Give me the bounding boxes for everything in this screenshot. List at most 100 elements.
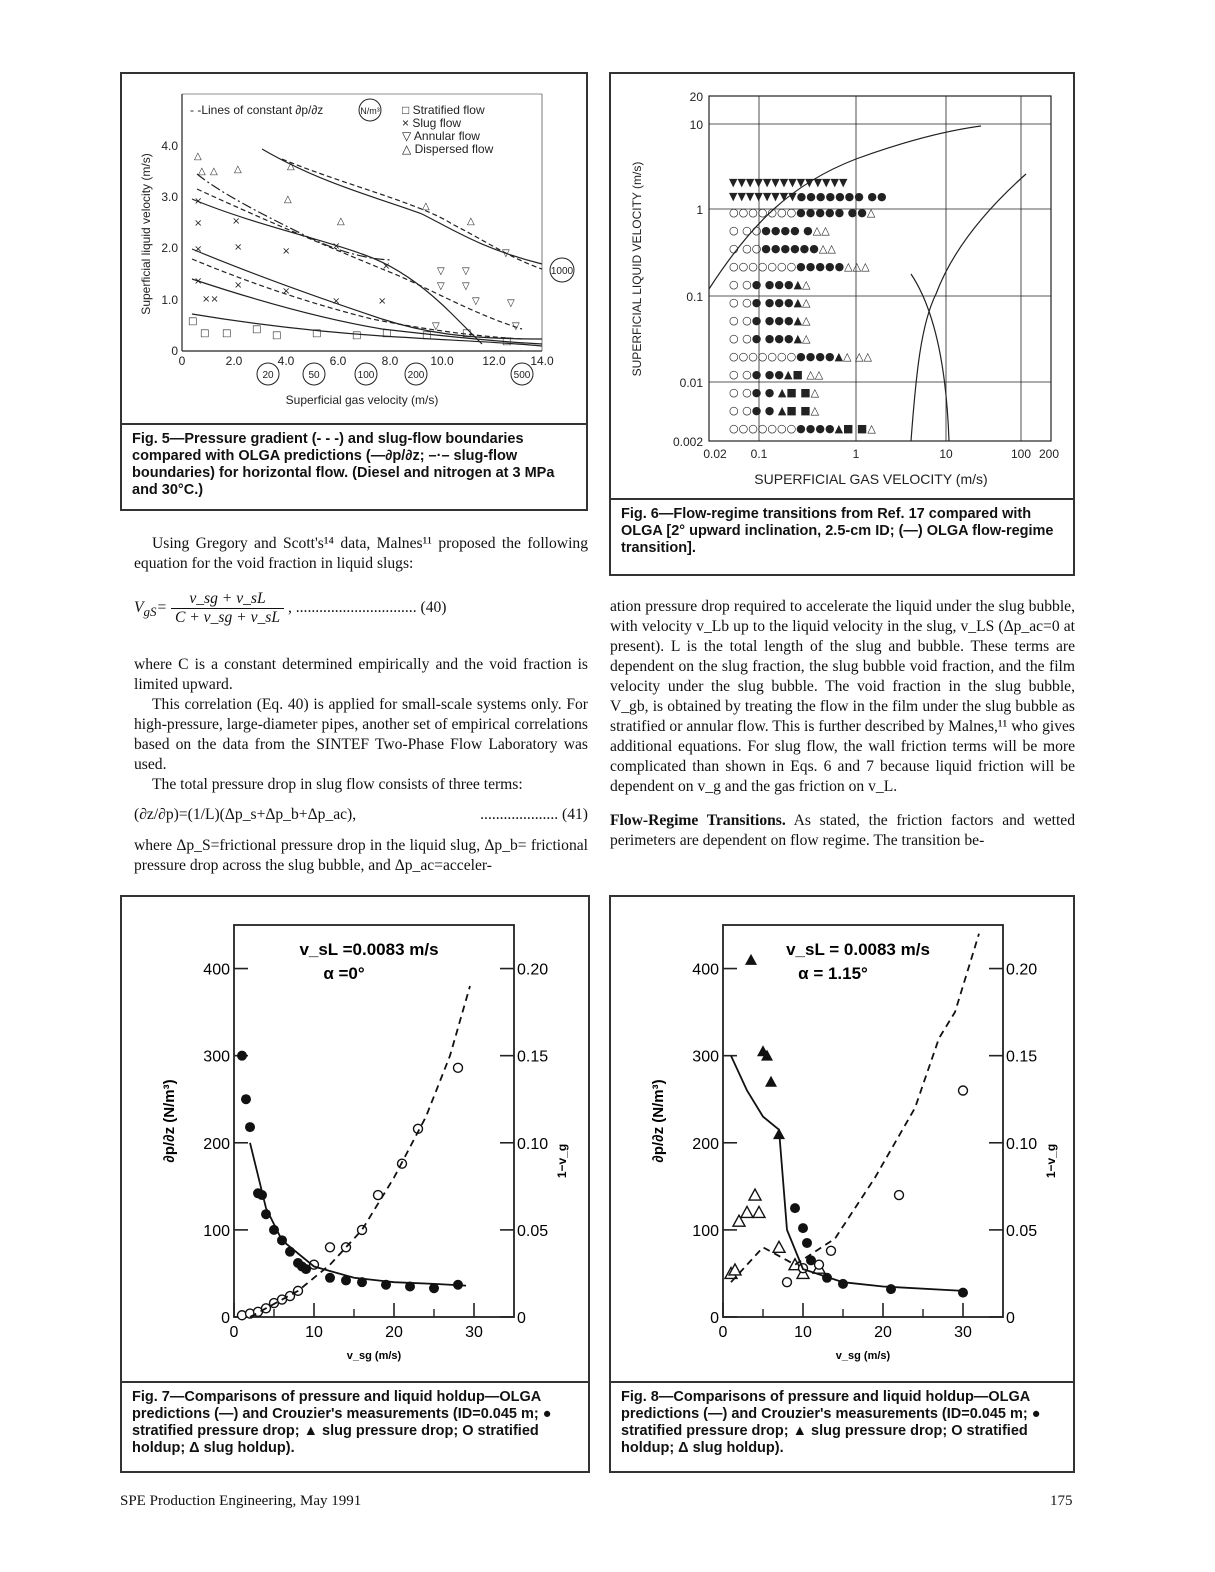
svg-text:▽: ▽ <box>437 266 445 277</box>
fig8-xlabel: v_sg (m/s) <box>836 1350 891 1362</box>
fig8-xtick-10: 10 <box>794 1324 812 1341</box>
fig7-ytick-200: 200 <box>203 1136 230 1153</box>
svg-text:▼▼▼▼▼▼▼▼●●●●●●● ●●: ▼▼▼▼▼▼▼▼●●●●●●● ●● <box>729 190 887 203</box>
fig7-series-0-point-13 <box>341 1275 351 1286</box>
fig6-xtick-10: 10 <box>939 447 953 461</box>
svg-text:△: △ <box>234 164 242 175</box>
fig5-legend-2: □ Stratified flow <box>402 103 485 117</box>
svg-text:×: × <box>282 286 290 297</box>
fig6-ytick-20: 20 <box>690 90 704 104</box>
svg-text:□: □ <box>382 328 391 339</box>
fig7-xtick-30: 30 <box>465 1324 483 1341</box>
fig8-series-4-line <box>730 1055 964 1292</box>
fig8-series-2-point-5 <box>751 1205 767 1219</box>
fig7-series-0-point-0 <box>237 1050 247 1061</box>
fig7-series-0-point-1 <box>241 1094 251 1105</box>
eq40-number: , ............................... (40) <box>287 599 447 617</box>
fig8-series-2-point-2 <box>731 1213 747 1227</box>
fig6-caption: Fig. 6—Flow-regime transitions from Ref.… <box>611 498 1073 574</box>
fig8-series-3-point-5 <box>957 1085 969 1096</box>
svg-text:□: □ <box>188 316 197 327</box>
svg-text:△: △ <box>287 161 295 172</box>
fig6-xtick-1: 1 <box>853 447 860 461</box>
svg-text:□: □ <box>252 324 261 335</box>
fig5-circled-500: 500 <box>514 370 531 381</box>
fig8-series-0-point-0 <box>745 953 757 965</box>
fig8-series-3-point-0 <box>781 1276 793 1288</box>
figure-6: ▼▼▼▼▼▼▼▼▼▼▼▼▼▼ ▼▼▼▼▼▼▼▼●●●●●●● ●● ○○○○○○… <box>609 72 1075 576</box>
fig8-series-2-point-4 <box>747 1187 763 1201</box>
fig5-xlabel: Superficial gas velocity (m/s) <box>286 393 439 407</box>
fig7-y2tick-0.15: 0.15 <box>517 1049 548 1066</box>
right-column: ation pressure drop required to accelera… <box>610 597 1075 851</box>
fig8-plot: 0 100 200 300 400 0 0.05 0.10 0.15 0.20 0 10 20 30 v_s… <box>650 924 1058 1362</box>
fig8-series-2-point-3 <box>739 1205 755 1219</box>
left-para-1: Using Gregory and Scott's¹⁴ data, Malnes… <box>134 535 588 572</box>
svg-text:○○○○○○○●●●●● ●●△: ○○○○○○○●●●●● ●●△ <box>729 206 876 219</box>
svg-text:○ ○● ●●●▲△: ○ ○● ●●●▲△ <box>729 314 811 327</box>
fig8-xtick-30: 30 <box>954 1324 972 1341</box>
fig5-xtick-7: 14.0 <box>530 354 554 368</box>
fig7-series-0-point-12 <box>325 1272 335 1283</box>
svg-text:▽: ▽ <box>462 266 470 277</box>
svg-text:□: □ <box>462 328 471 339</box>
fig7-series-0-point-11 <box>301 1264 311 1275</box>
figure-8: 0 100 200 300 400 0 0.05 0.10 0.15 0.20 0 10 20 30 v_s… <box>609 895 1075 1473</box>
footer-page-number: 175 <box>1050 1493 1073 1509</box>
fig5-pressure-dashed-2 <box>196 188 523 330</box>
fig6-ytick-10: 10 <box>690 118 704 132</box>
eq41-number: .................... (41) <box>480 806 588 823</box>
fig5-circled-50: 50 <box>308 370 320 381</box>
svg-text:○ ○○●●●●●●△△: ○ ○○●●●●●●△△ <box>729 242 836 255</box>
fig7-caption: Fig. 7—Comparisons of pressure and liqui… <box>122 1381 588 1471</box>
svg-text:△: △ <box>194 151 202 162</box>
fig5-curve-1 <box>261 148 543 265</box>
svg-text:×: × <box>194 196 202 207</box>
fig7-annotation-1: v_sL =0.0083 m/s <box>299 940 438 959</box>
fig7-ylabel: ∂p/∂z (N/m³) <box>161 1079 178 1162</box>
svg-text:○○○○○○○●●●●▲△ △△: ○○○○○○○●●●●▲△ △△ <box>729 350 872 363</box>
fig8-series-1-point-2 <box>802 1237 812 1248</box>
svg-text:×: × <box>232 216 240 227</box>
fig7-xtick-10: 10 <box>305 1324 323 1341</box>
right-para-2: As stated, the friction factors and wett… <box>610 812 1075 849</box>
fig5-circled-200: 200 <box>408 370 425 381</box>
fig5-ytick-4: 4.0 <box>161 139 178 153</box>
left-para-2: where C is a constant determined empiric… <box>134 656 588 693</box>
fig8-series-0-point-3 <box>765 1075 777 1087</box>
svg-text:▽: ▽ <box>437 281 445 292</box>
fig8-xtick-0: 0 <box>719 1324 728 1341</box>
fig7-annotation-2: α =0° <box>323 964 365 983</box>
fig8-y2label: 1−v_g <box>1044 1144 1058 1178</box>
fig8-xtick-20: 20 <box>874 1324 892 1341</box>
fig7-series-1-point-9 <box>324 1242 336 1253</box>
svg-text:○ ○● ●●▲■ △△: ○ ○● ●●▲■ △△ <box>729 368 824 381</box>
fig8-ylabel: ∂p/∂z (N/m³) <box>650 1079 667 1162</box>
fig8-ytick-100: 100 <box>692 1223 719 1240</box>
svg-text:×: × <box>194 276 202 287</box>
fig6-ytick-0.01: 0.01 <box>680 376 704 390</box>
svg-text:△: △ <box>337 216 345 227</box>
fig8-y2tick-0: 0 <box>1006 1310 1015 1327</box>
fig5-legend-1: N/m³ <box>360 106 380 116</box>
svg-text:□: □ <box>422 330 431 341</box>
fig7-y2tick-0: 0 <box>517 1310 526 1327</box>
fig5-pressure-dashed-3 <box>191 258 523 340</box>
fig6-xlabel: SUPERFICIAL GAS VELOCITY (m/s) <box>754 471 987 487</box>
fig5-circled-1000: 1000 <box>551 266 574 277</box>
fig7-xlabel: v_sg (m/s) <box>347 1350 402 1362</box>
svg-text:○ ○● ● ▲■ ■△: ○ ○● ● ▲■ ■△ <box>729 404 820 417</box>
left-column: Using Gregory and Scott's¹⁴ data, Malnes… <box>134 534 588 574</box>
fig7-series-0-point-16 <box>405 1281 415 1292</box>
fig8-y2tick-0.10: 0.10 <box>1006 1136 1037 1153</box>
equation-41: (∂z/∂p)=(1/L)(Δp_s+Δp_b+Δp_ac), ........… <box>134 806 588 824</box>
svg-text:×: × <box>332 241 340 252</box>
fig8-series-1-point-6 <box>886 1284 896 1295</box>
fig5-boundary <box>196 173 393 261</box>
svg-text:▽: ▽ <box>472 296 480 307</box>
svg-text:▽: ▽ <box>432 321 440 332</box>
svg-text:▽: ▽ <box>502 248 510 259</box>
left-column-2: where C is a constant determined empiric… <box>134 655 588 795</box>
fig8-annotation-2: α = 1.15° <box>798 964 868 983</box>
fig8-ytick-400: 400 <box>692 962 719 979</box>
